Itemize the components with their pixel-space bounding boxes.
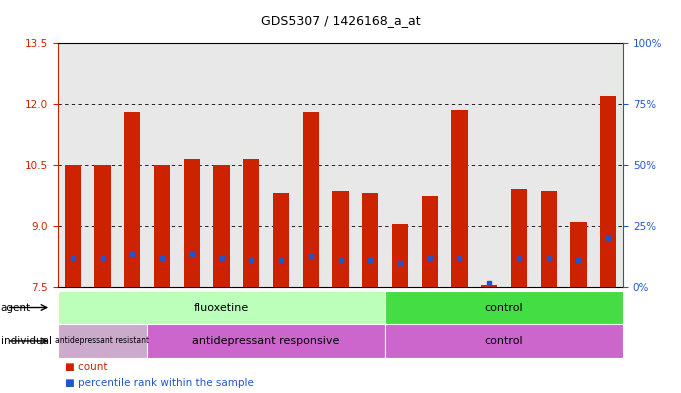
- Bar: [147, 324, 385, 358]
- Bar: [362, 193, 379, 287]
- Bar: [452, 110, 468, 287]
- Text: GDS5307 / 1426168_a_at: GDS5307 / 1426168_a_at: [261, 14, 420, 27]
- Bar: [95, 165, 111, 287]
- Bar: [422, 196, 438, 287]
- Bar: [385, 291, 623, 324]
- Text: control: control: [485, 336, 524, 346]
- Bar: [570, 222, 586, 287]
- Bar: [511, 189, 527, 287]
- Text: agent: agent: [1, 303, 31, 312]
- Bar: [124, 112, 140, 287]
- Text: control: control: [485, 303, 524, 312]
- Text: ■ count: ■ count: [65, 362, 107, 372]
- Bar: [184, 159, 200, 287]
- Text: fluoxetine: fluoxetine: [194, 303, 249, 312]
- Bar: [385, 324, 623, 358]
- Bar: [213, 165, 229, 287]
- Bar: [541, 191, 557, 287]
- Bar: [243, 159, 259, 287]
- Text: ■ percentile rank within the sample: ■ percentile rank within the sample: [65, 378, 253, 388]
- Bar: [58, 291, 385, 324]
- Text: individual: individual: [1, 336, 52, 346]
- Bar: [273, 193, 289, 287]
- Bar: [154, 165, 170, 287]
- Bar: [65, 165, 81, 287]
- Bar: [332, 191, 349, 287]
- Bar: [302, 112, 319, 287]
- Text: antidepressant resistant: antidepressant resistant: [55, 336, 150, 345]
- Bar: [481, 285, 497, 287]
- Bar: [600, 96, 616, 287]
- Text: antidepressant responsive: antidepressant responsive: [193, 336, 340, 346]
- Bar: [392, 224, 408, 287]
- Bar: [58, 324, 147, 358]
